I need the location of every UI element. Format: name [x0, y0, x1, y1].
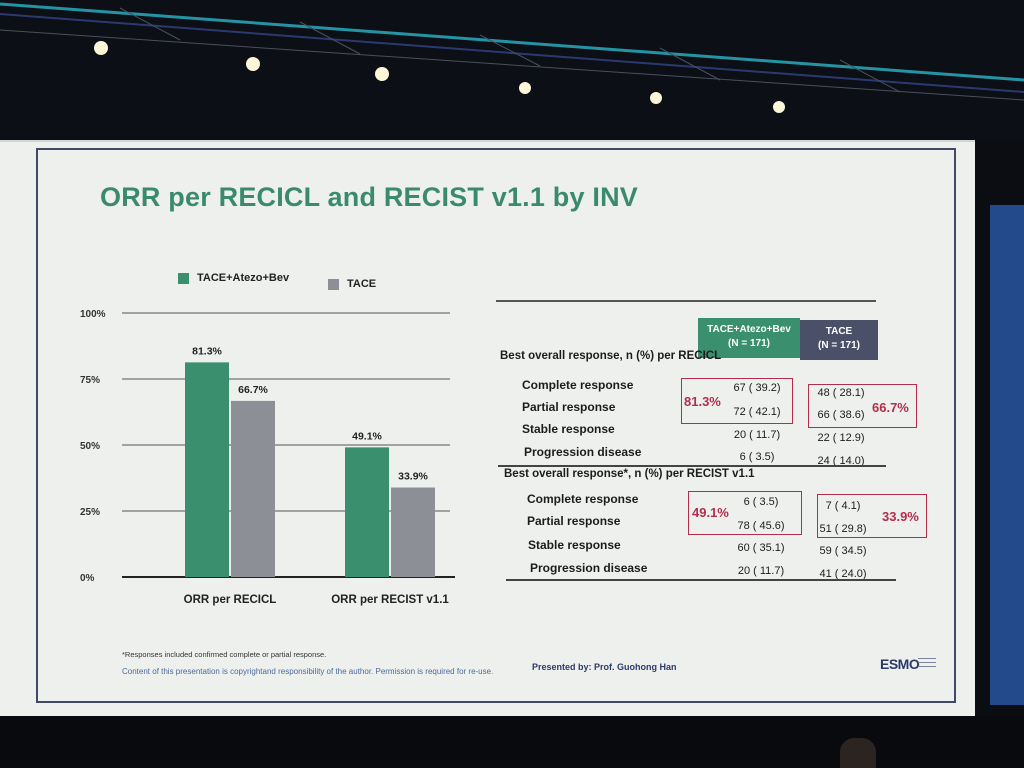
cell-value: 48 ( 28.1): [817, 387, 865, 399]
stage-light-icon: [650, 92, 662, 104]
row-label: Progression disease: [524, 445, 642, 459]
row-label: Complete response: [527, 492, 639, 506]
orr-highlight-box: [808, 384, 917, 428]
cell-value: 66 ( 38.6): [817, 409, 865, 421]
legend-item-series-1: TACE+Atezo+Bev: [178, 272, 289, 284]
cell-value: 59 ( 34.5): [819, 545, 867, 557]
logo-lines-icon: [918, 658, 936, 670]
cell-value: 20 ( 11.7): [737, 565, 785, 577]
slide-title: ORR per RECICL and RECIST v1.1 by INV: [100, 182, 639, 212]
orr-value: 33.9%: [882, 509, 919, 524]
bar-chart: 100% 75% 50% 25% 0% 81.3% 66.7% ORR per RECICL 4…: [80, 309, 455, 606]
cell-value: 7 ( 4.1): [825, 500, 861, 512]
bar-value-label: 49.1%: [352, 430, 382, 442]
copyright-notice: Content of this presentation is copyrigh…: [122, 667, 494, 676]
row-label: Partial response: [522, 400, 616, 414]
stage-light-icon: [773, 101, 785, 113]
table-bottom-rule: [506, 579, 896, 581]
bar: [231, 400, 275, 577]
orr-highlight-box: [681, 378, 793, 424]
orr-highlight-box: [817, 494, 927, 538]
orr-value: 81.3%: [684, 394, 721, 409]
bar-value-label: 81.3%: [192, 345, 222, 357]
bar-value-label: 33.9%: [398, 471, 428, 483]
section-divider: [498, 465, 886, 467]
right-side-screen: [990, 205, 1024, 705]
row-label: Complete response: [522, 378, 634, 392]
row-label: Stable response: [528, 538, 621, 552]
column-header-name: TACE: [825, 326, 853, 337]
slide-frame: [36, 148, 956, 703]
y-tick-label: 50%: [80, 441, 100, 452]
column-header-control: TACE (N = 171): [800, 320, 878, 360]
logo-text: ESMO: [880, 656, 920, 672]
presentation-slide: ORR per RECICL and RECIST v1.1 by INV TA…: [0, 140, 975, 717]
column-header-name: TACE+Atezo+Bev: [707, 324, 791, 335]
orr-highlight-box: [688, 491, 802, 535]
legend-label: TACE: [347, 278, 377, 290]
cell-value: 6 ( 3.5): [743, 496, 779, 508]
bar: [185, 362, 229, 577]
cell-value: 20 ( 11.7): [733, 429, 781, 441]
bar: [345, 447, 389, 577]
cell-value: 22 ( 12.9): [817, 432, 865, 444]
stage-light-icon: [94, 41, 108, 55]
cell-value: 60 ( 35.1): [737, 542, 785, 554]
presenter-credit: Presented by: Prof. Guohong Han: [532, 662, 677, 672]
row-label: Stable response: [522, 422, 615, 436]
cell-value: 67 ( 39.2): [733, 382, 781, 394]
column-header-n: (N = 171): [728, 338, 770, 349]
row-label: Progression disease: [530, 561, 648, 575]
stage-truss: [0, 0, 1024, 140]
x-category-label: ORR per RECICL: [184, 594, 277, 606]
cell-value: 78 ( 45.6): [737, 520, 785, 532]
footnote: *Responses included confirmed complete o…: [122, 650, 327, 659]
column-header-n: (N = 171): [818, 340, 860, 351]
speaker-head: [840, 738, 876, 768]
legend-item-series-2: TACE: [328, 278, 376, 290]
y-tick-label: 75%: [80, 375, 100, 386]
section-title-recist: Best overall response*, n (%) per RECIST…: [504, 468, 755, 480]
stage-light-icon: [246, 57, 260, 71]
bar-value-label: 66.7%: [238, 384, 268, 396]
y-tick-label: 100%: [80, 309, 106, 320]
stage-light-icon: [375, 67, 389, 81]
stage-light-icon: [519, 82, 531, 94]
bar: [391, 487, 435, 577]
x-category-label: ORR per RECIST v1.1: [331, 594, 449, 606]
esmo-logo: ESMO: [880, 656, 920, 672]
column-header-treatment: TACE+Atezo+Bev (N = 171): [698, 318, 800, 358]
cell-value: 24 ( 14.0): [817, 455, 865, 467]
cell-value: 41 ( 24.0): [819, 568, 867, 580]
table-top-rule: [496, 300, 876, 302]
row-label: Partial response: [527, 514, 621, 528]
cell-value: 72 ( 42.1): [733, 406, 781, 418]
legend-swatch-green: [178, 272, 189, 284]
y-tick-label: 25%: [80, 507, 100, 518]
cell-value: 51 ( 29.8): [819, 523, 867, 535]
orr-value: 66.7%: [872, 400, 909, 415]
y-tick-label: 0%: [80, 573, 95, 584]
legend-label: TACE+Atezo+Bev: [197, 272, 290, 284]
orr-value: 49.1%: [692, 505, 729, 520]
section-title-recicl: Best overall response, n (%) per RECICL: [500, 350, 722, 362]
legend-swatch-gray: [328, 278, 339, 290]
cell-value: 6 ( 3.5): [739, 451, 775, 463]
